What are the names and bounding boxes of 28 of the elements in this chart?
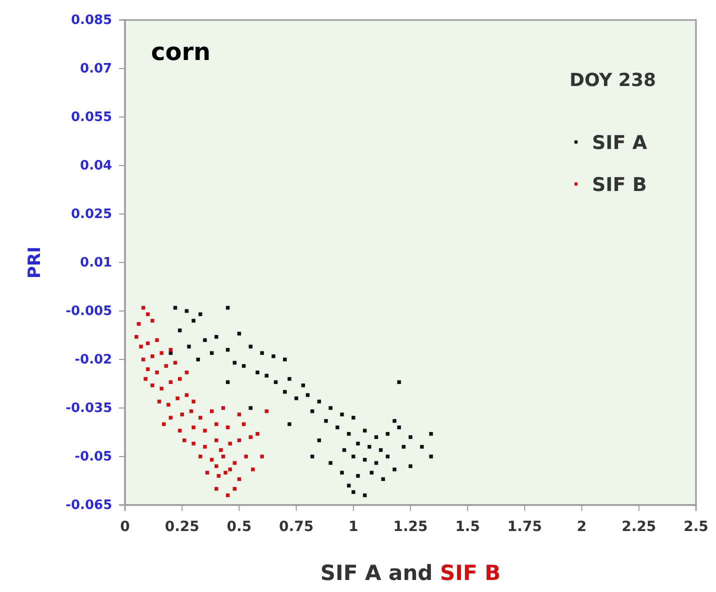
x-tick-label: 1 bbox=[348, 518, 358, 535]
y-tick-label: 0.07 bbox=[80, 62, 112, 77]
annotation: DOY 238 bbox=[570, 70, 656, 91]
y-tick-label: -0.005 bbox=[66, 304, 112, 320]
y-tick-label: 0.04 bbox=[80, 158, 112, 174]
legend-label: SIF A bbox=[592, 132, 648, 154]
x-axis-title: SIF A and SIF B bbox=[320, 561, 501, 585]
x-tick-label: 0.5 bbox=[226, 518, 252, 535]
y-axis-title: PRI bbox=[25, 246, 45, 278]
y-tick-label: 0.085 bbox=[70, 13, 112, 28]
y-tick-label: 0.025 bbox=[70, 207, 112, 222]
x-tick-label: 1.25 bbox=[393, 518, 428, 535]
legend-label: SIF B bbox=[592, 174, 647, 196]
x-tick-label: 0.25 bbox=[164, 518, 200, 535]
x-tick-label: 2.25 bbox=[622, 518, 656, 535]
x-tick-label: 1.5 bbox=[455, 518, 480, 535]
text: corn bbox=[151, 38, 211, 66]
x-tick-label: 2.5 bbox=[684, 518, 708, 535]
y-tick-label: -0.035 bbox=[66, 401, 112, 416]
x-tick-label: 2 bbox=[576, 518, 587, 535]
x-tick-label: 1.75 bbox=[507, 518, 542, 535]
y-tick-label: -0.05 bbox=[74, 450, 112, 465]
y-tick-label: -0.02 bbox=[74, 352, 112, 368]
y-tick-label: 0.01 bbox=[80, 256, 112, 271]
x-tick-label: 0 bbox=[120, 518, 130, 535]
y-tick-label: -0.065 bbox=[66, 498, 112, 514]
x-tick-label: 0.75 bbox=[279, 518, 314, 535]
y-tick-label: 0.055 bbox=[70, 110, 112, 126]
